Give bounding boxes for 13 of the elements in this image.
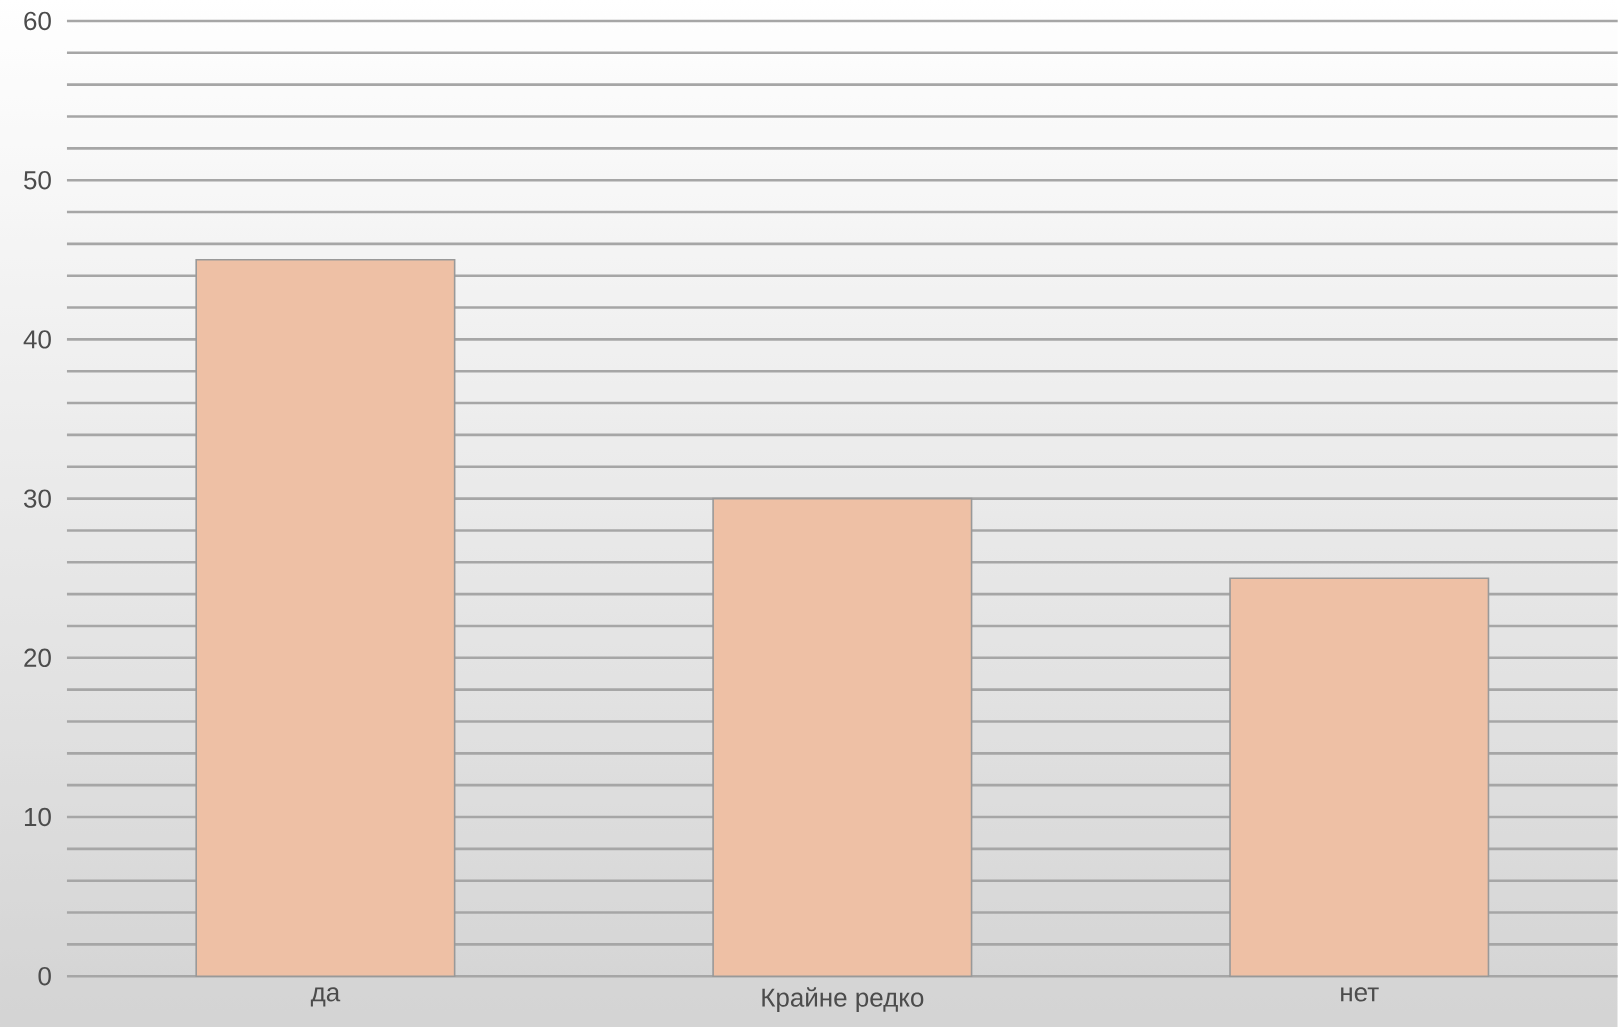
bar: [712, 497, 973, 977]
x-tick-label: Крайне редко: [762, 987, 924, 1012]
y-tick-label: 30: [24, 489, 51, 508]
x-tick-label: нет: [1341, 987, 1379, 1002]
y-tick-label: 10: [24, 807, 51, 827]
y-tick-label: 60: [24, 11, 51, 31]
bar: [195, 258, 456, 977]
y-tick-label: 50: [24, 170, 51, 190]
bar: [1229, 577, 1490, 977]
x-tick-label: да: [310, 987, 341, 1007]
y-tick-label: 40: [23, 330, 51, 349]
y-tick-label: 0: [38, 966, 51, 986]
y-tick-label: 20: [24, 648, 51, 667]
